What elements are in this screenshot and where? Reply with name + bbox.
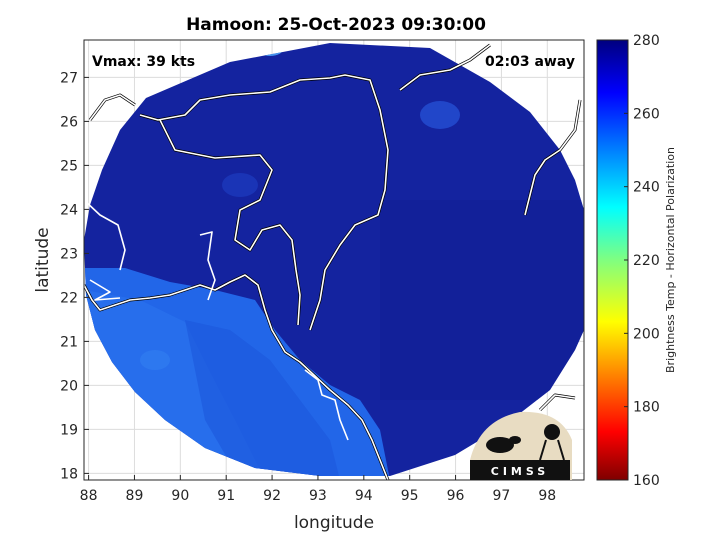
x-tick-label: 97: [493, 488, 511, 504]
coastlines: [84, 43, 582, 480]
colorbar-ticks: 280 260 240 220 200 180 160: [624, 33, 660, 489]
x-tick-label: 95: [401, 488, 419, 504]
time-away-label: 02:03 away: [485, 54, 575, 70]
x-tick-label: 98: [538, 488, 556, 504]
colorbar-tick-label: 260: [633, 106, 660, 122]
x-tick-label: 92: [263, 488, 281, 504]
y-tick-label: 26: [60, 114, 78, 130]
x-tick-label: 90: [171, 488, 189, 504]
colorbar-tick-label: 200: [633, 326, 660, 342]
y-tick-label: 27: [60, 70, 78, 86]
colorbar-tick-label: 160: [633, 473, 660, 489]
x-axis-label: longitude: [294, 513, 374, 533]
axes-frame: [83, 39, 585, 481]
y-tick-label: 24: [60, 202, 78, 218]
vmax-label: Vmax: 39 kts: [92, 54, 195, 70]
cimss-logo-text: CIMSS: [491, 465, 549, 478]
y-tick-label: 22: [60, 290, 78, 306]
colorbar-tick-label: 240: [633, 180, 660, 196]
colorbar-tick-label: 180: [633, 400, 660, 416]
colorbar-tick-label: 220: [633, 253, 660, 269]
y-tick-label: 19: [60, 422, 78, 438]
x-tick-label: 94: [355, 488, 373, 504]
y-tick-label: 20: [60, 378, 78, 394]
y-tick-label: 18: [60, 466, 78, 482]
y-axis-label: latitude: [33, 227, 53, 292]
brightness-swath: [84, 43, 584, 476]
y-tick-labels: 18 19 20 21 22 23 24 25 26 27: [60, 70, 89, 482]
y-tick-label: 23: [60, 246, 78, 262]
colorbar-label: Brightness Temp - Horizontal Polarizatio…: [664, 147, 677, 373]
y-tick-label: 25: [60, 158, 78, 174]
colorbar-tick-label: 280: [633, 33, 660, 49]
y-tick-label: 21: [60, 334, 78, 350]
chart-title: Hamoon: 25-Oct-2023 09:30:00: [186, 15, 486, 35]
x-tick-labels: 88 89 90 91 92 93 94 95 96 97 98: [80, 475, 556, 504]
cimss-logo: CIMSS: [470, 411, 572, 480]
x-tick-label: 93: [309, 488, 327, 504]
x-tick-label: 88: [80, 488, 98, 504]
x-tick-label: 96: [447, 488, 465, 504]
x-tick-label: 89: [126, 488, 144, 504]
colorbar: [596, 39, 629, 481]
x-tick-label: 91: [217, 488, 235, 504]
